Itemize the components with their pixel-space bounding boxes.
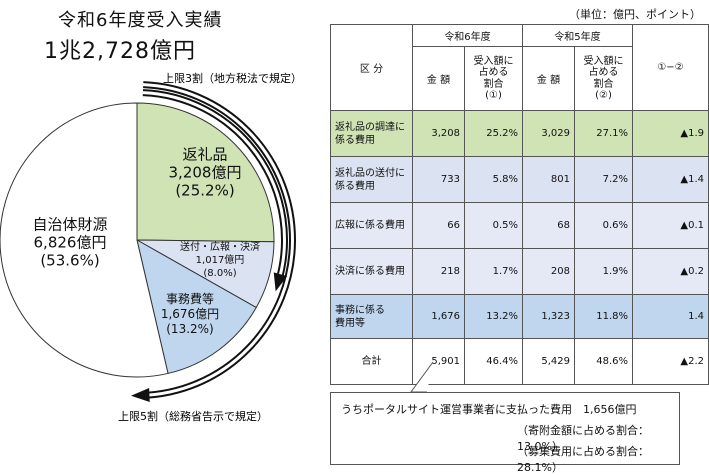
amount-r5: 3,029 xyxy=(522,110,575,157)
limit-arc-50-line-0 xyxy=(141,86,291,394)
row-label: 返礼品の調達に 係る費用 xyxy=(330,110,413,157)
amount-r5: 208 xyxy=(522,248,575,295)
header-kubun: 区 分 xyxy=(330,24,413,111)
table-row: 事務に係る 費用等 1,676 13.2% 1,323 11.8% 1.4 xyxy=(330,294,709,339)
share-r6: 13.2% xyxy=(464,294,523,339)
row-label: 決済に係る費用 xyxy=(330,248,413,295)
amount-r5: 5,429 xyxy=(522,338,575,385)
amount-r6: 66 xyxy=(412,202,465,249)
table-row: 広報に係る費用 66 0.5% 68 0.6% ▲0.1 xyxy=(330,202,709,249)
note-line1: うちポータルサイト運営事業者に支払った費用 1,656億円 xyxy=(341,403,637,416)
share-r6: 5.8% xyxy=(464,156,523,203)
share-r5: 11.8% xyxy=(574,294,633,339)
pie-label-jichitai-1: 6,826億円 xyxy=(34,234,107,252)
limit-arc-30-line-0 xyxy=(142,94,283,281)
share-r5: 27.1% xyxy=(574,110,633,157)
diff-value: ▲1.9 xyxy=(632,110,709,157)
row-label: 返礼品の送付に 係る費用 xyxy=(330,156,413,203)
table-row: 返礼品の送付に 係る費用 733 5.8% 801 7.2% ▲1.4 xyxy=(330,156,709,203)
diff-value: ▲0.2 xyxy=(632,248,709,295)
row-label: 広報に係る費用 xyxy=(330,202,413,249)
amount-r6: 1,676 xyxy=(412,294,465,339)
header-amount5: 金 額 xyxy=(522,46,575,111)
table-row: 返礼品の調達に 係る費用 3,208 25.2% 3,029 27.1% ▲1.9 xyxy=(330,110,709,157)
share-r6: 25.2% xyxy=(464,110,523,157)
limit-arc-50-line-1 xyxy=(141,81,296,399)
diff-value: ▲2.2 xyxy=(632,338,709,385)
share-r6: 1.7% xyxy=(464,248,523,295)
share-r5: 7.2% xyxy=(574,156,633,203)
pie-label-henreihin-1: 3,208億円 xyxy=(169,164,242,182)
pie-label-jichitai-2: (53.6%) xyxy=(40,252,99,270)
share-r6: 0.5% xyxy=(464,202,523,249)
note-line2: （寄附金額に占める割合：13.0%） xyxy=(517,424,649,453)
annotation-upper3: 上限3割（地方税法で規定） xyxy=(163,71,302,85)
amount-r5: 68 xyxy=(522,202,575,249)
diff-value: 1.4 xyxy=(632,294,709,339)
diff-value: ▲0.1 xyxy=(632,202,709,249)
portal-fee-note: うちポータルサイト運営事業者に支払った費用 1,656億円 （寄附金額に占める割… xyxy=(330,392,680,474)
pie-label-jichitai-0: 自治体財源 xyxy=(32,216,107,234)
note-pointer xyxy=(410,361,434,393)
table-row: 決済に係る費用 218 1.7% 208 1.9% ▲0.2 xyxy=(330,248,709,295)
amount-r6: 218 xyxy=(412,248,465,295)
title-line2: 1兆2,728億円 xyxy=(44,39,196,64)
pie-slice-jichitai xyxy=(0,102,169,378)
pie-label-soufu-2: (8.0%) xyxy=(203,268,236,279)
share-r5: 0.6% xyxy=(574,202,633,249)
table-row: 合計 5,901 46.4% 5,429 48.6% ▲2.2 xyxy=(330,338,709,385)
header-year5: 令和5年度 xyxy=(522,24,633,47)
share-r5: 48.6% xyxy=(574,338,633,385)
pie-chart: 上限3割（地方税法で規定） 上限5割（総務省告示で規定） 返礼品3,208億円(2… xyxy=(0,71,302,423)
limit-arc-30-arrowhead xyxy=(273,272,288,292)
pie-slice-jimuhi xyxy=(136,239,257,375)
pie-label-soufu-1: 1,017億円 xyxy=(196,253,245,266)
header-share6: 受入額に 占める 割合 (①) xyxy=(464,46,523,111)
pie-label-jimuhi-0: 事務費等 xyxy=(166,291,214,306)
header-share5: 受入額に 占める 割合 (②) xyxy=(574,46,633,111)
pie-label-henreihin-2: (25.2%) xyxy=(175,182,234,200)
header-amount6: 金 額 xyxy=(412,46,465,111)
diff-value: ▲1.4 xyxy=(632,156,709,203)
cost-table: 区 分 令和6年度 令和5年度 ①−② 金 額 受入額に 占める 割合 (①) … xyxy=(330,24,709,385)
share-r6: 46.4% xyxy=(464,338,523,385)
pie-label-jimuhi-1: 1,676億円 xyxy=(161,307,219,321)
amount-r6: 3,208 xyxy=(412,110,465,157)
limit-arc-30-line-1 xyxy=(142,89,288,283)
pie-label-jimuhi-2: (13.2%) xyxy=(166,322,213,336)
note-line3: （募集費用に占める割合：28.1%） xyxy=(517,445,649,474)
limit-arc-50-arrowhead xyxy=(131,388,150,402)
amount-r5: 801 xyxy=(522,156,575,203)
amount-r6: 733 xyxy=(412,156,465,203)
row-label: 事務に係る 費用等 xyxy=(330,294,413,339)
title-line1: 令和6年度受入実績 xyxy=(58,10,223,31)
pie-label-henreihin-0: 返礼品 xyxy=(182,146,227,164)
share-r5: 1.9% xyxy=(574,248,633,295)
pie-label-soufu-0: 送付・広報・決済 xyxy=(180,240,260,253)
unit-note: （単位：億円、ポイント） xyxy=(569,8,701,21)
pie-slice-henreihin xyxy=(136,102,275,243)
header-diff: ①−② xyxy=(632,24,709,111)
row-label: 合計 xyxy=(330,338,413,385)
header-year6: 令和6年度 xyxy=(412,24,523,47)
amount-r5: 1,323 xyxy=(522,294,575,339)
annotation-upper5: 上限5割（総務省告示で規定） xyxy=(118,409,268,423)
